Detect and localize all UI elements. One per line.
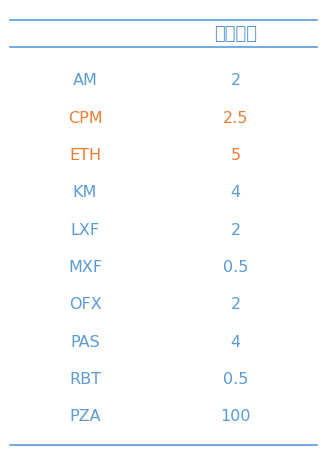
Text: PAS: PAS <box>70 335 100 350</box>
Text: 2: 2 <box>231 223 240 238</box>
Text: 0.5: 0.5 <box>223 372 248 387</box>
Text: RBT: RBT <box>69 372 101 387</box>
Text: MXF: MXF <box>68 260 102 275</box>
Text: CPM: CPM <box>68 111 102 126</box>
Text: 100: 100 <box>220 410 251 424</box>
Text: ETH: ETH <box>69 148 101 163</box>
Text: PZA: PZA <box>69 410 101 424</box>
Text: 한계농도: 한계농도 <box>214 25 257 43</box>
Text: 4: 4 <box>231 185 240 200</box>
Text: 5: 5 <box>231 148 240 163</box>
Text: 0.5: 0.5 <box>223 260 248 275</box>
Text: 2.5: 2.5 <box>223 111 248 126</box>
Text: 2: 2 <box>231 297 240 312</box>
Text: KM: KM <box>73 185 97 200</box>
Text: OFX: OFX <box>69 297 101 312</box>
Text: 2: 2 <box>231 73 240 88</box>
Text: 4: 4 <box>231 335 240 350</box>
Text: AM: AM <box>73 73 97 88</box>
Text: LXF: LXF <box>70 223 100 238</box>
